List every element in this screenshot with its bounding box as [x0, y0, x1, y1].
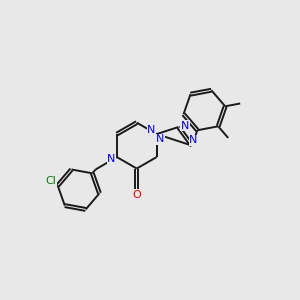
Text: N: N	[147, 125, 155, 135]
Text: Cl: Cl	[45, 176, 56, 186]
Text: O: O	[132, 190, 141, 200]
Text: N: N	[107, 154, 116, 164]
Text: N: N	[156, 134, 164, 144]
Text: N: N	[181, 121, 189, 130]
Text: N: N	[189, 135, 198, 145]
